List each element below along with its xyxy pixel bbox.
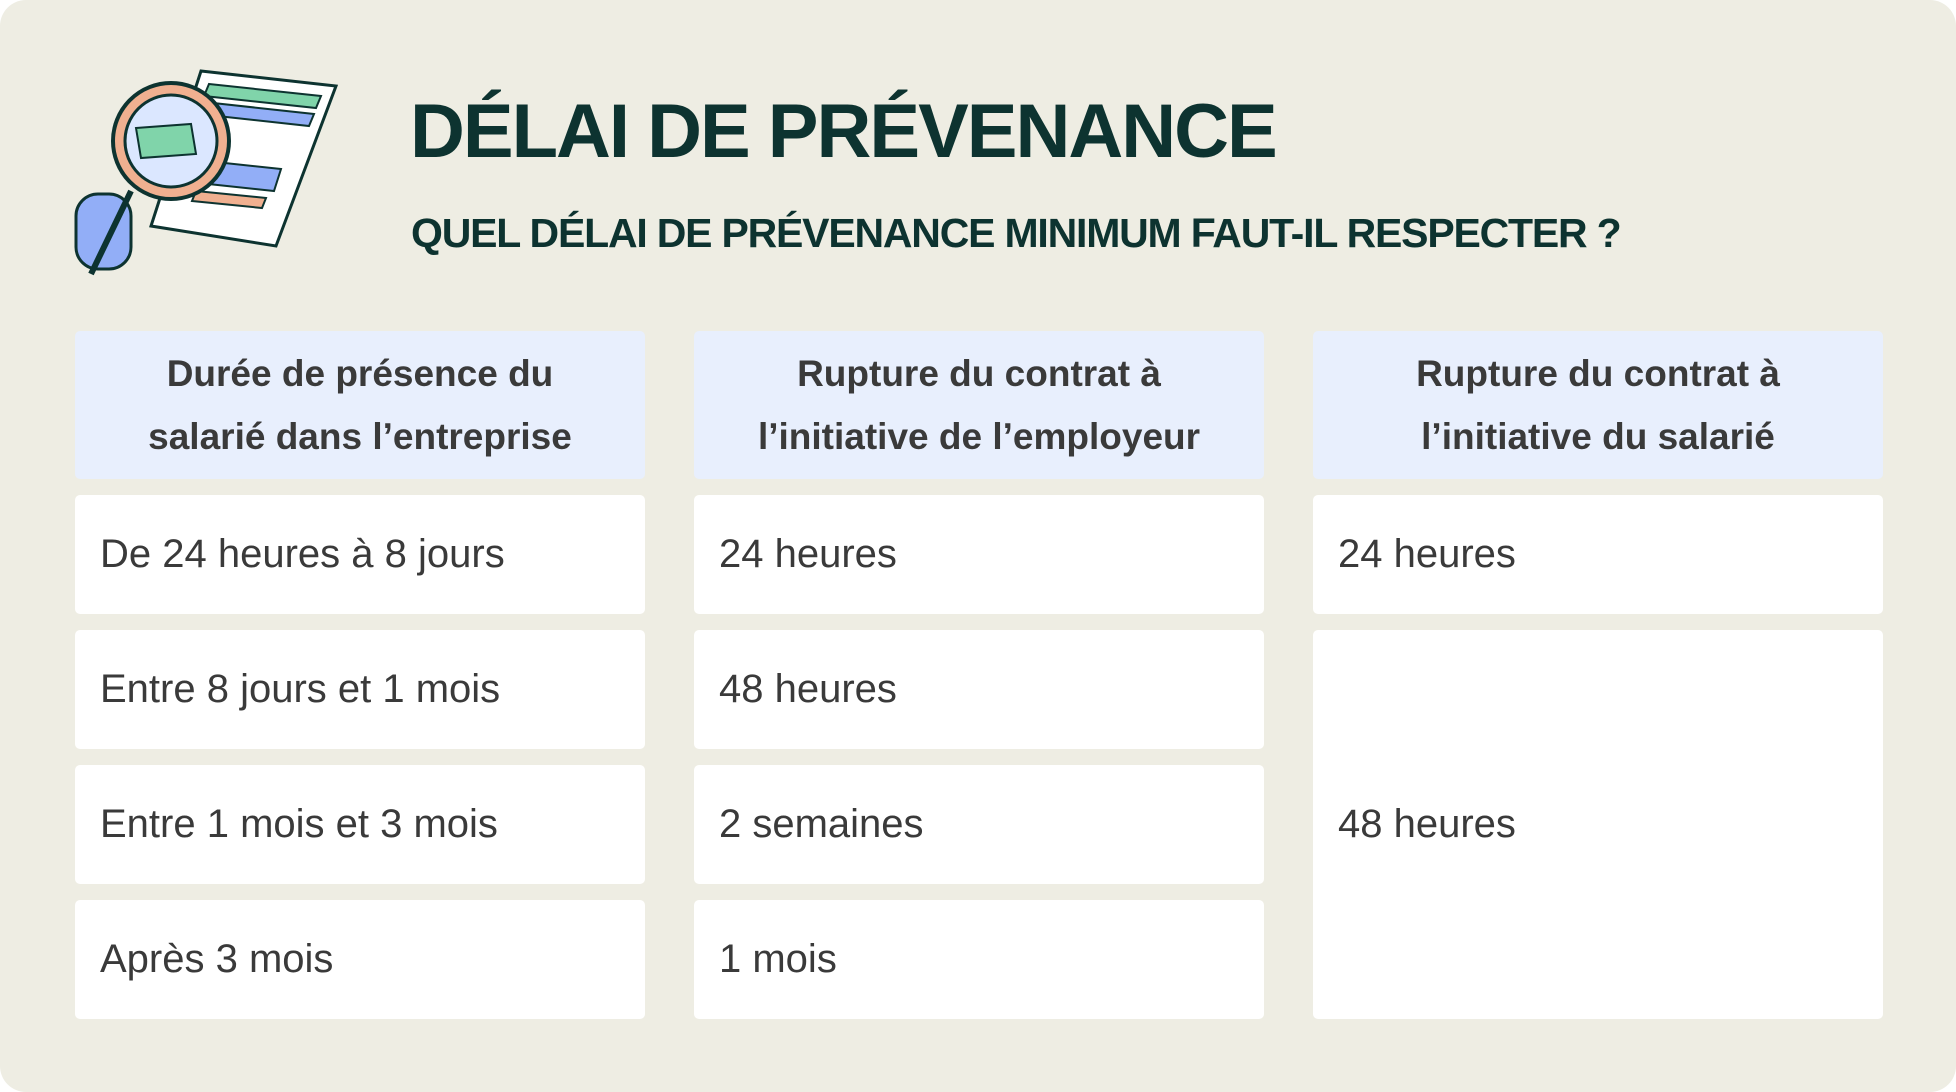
illustration bbox=[74, 69, 339, 276]
table-cell: Entre 8 jours et 1 mois bbox=[75, 630, 645, 749]
table-cell: De 24 heures à 8 jours bbox=[75, 495, 645, 614]
subtitle: QUEL DÉLAI DE PRÉVENANCE MINIMUM FAUT-IL… bbox=[411, 210, 1622, 256]
table-cell: 24 heures bbox=[694, 495, 1264, 614]
column-header: Rupture du contrat à l’initiative de l’e… bbox=[694, 331, 1264, 479]
table-cell: Après 3 mois bbox=[75, 900, 645, 1019]
table-cell: 2 semaines bbox=[694, 765, 1264, 884]
table-cell: 24 heures bbox=[1313, 495, 1883, 614]
column-header: Rupture du contrat à l’initiative du sal… bbox=[1313, 331, 1883, 479]
table-cell: 1 mois bbox=[694, 900, 1264, 1019]
table: Durée de présence du salarié dans l’entr… bbox=[75, 331, 1883, 1019]
table-cell: Entre 1 mois et 3 mois bbox=[75, 765, 645, 884]
column-header: Durée de présence du salarié dans l’entr… bbox=[75, 331, 645, 479]
table-cell: 48 heures bbox=[694, 630, 1264, 749]
title: DÉLAI DE PRÉVENANCE bbox=[410, 89, 1278, 174]
table-cell: 48 heures bbox=[1313, 630, 1883, 1019]
